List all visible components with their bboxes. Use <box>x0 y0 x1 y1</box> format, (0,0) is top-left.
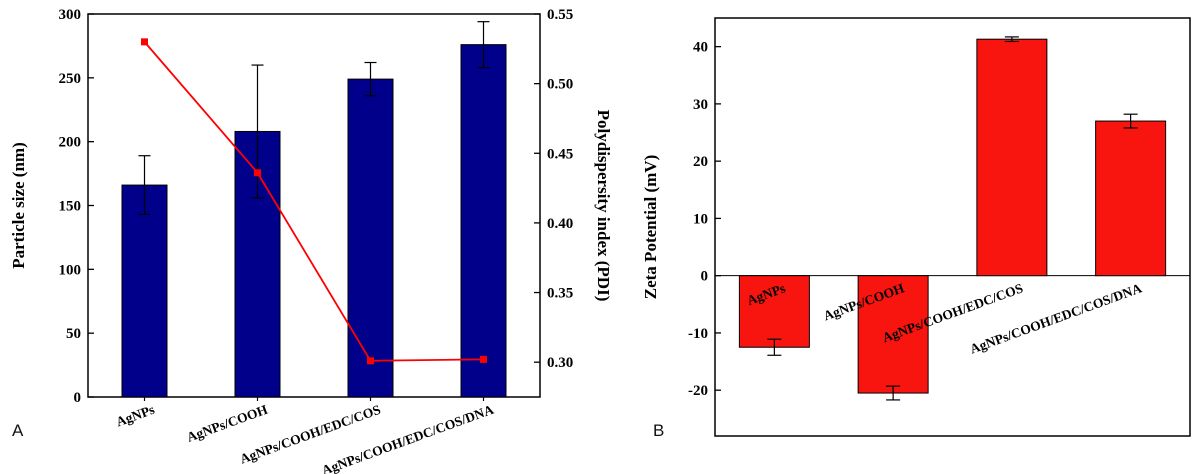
bar-2 <box>347 78 394 398</box>
panel-a-letter: A <box>12 421 24 440</box>
bar-2 <box>976 38 1048 277</box>
category-label: AgNPs <box>114 402 156 430</box>
bar-1 <box>857 275 929 394</box>
left-axis-tick-label: 100 <box>59 262 82 278</box>
left-axis-tick-label: -20 <box>688 383 708 399</box>
category-label: AgNPs/COOH <box>185 402 270 445</box>
pdi-marker <box>254 169 261 177</box>
right-axis-title: Polydispersity index (PDI) <box>594 110 613 302</box>
left-axis-tick-label: 0 <box>701 269 709 285</box>
left-axis-tick-label: -10 <box>688 326 708 342</box>
right-axis-tick-label: 0.50 <box>547 77 573 93</box>
right-axis-tick-label: 0.30 <box>547 355 573 371</box>
left-axis-tick-label: 30 <box>693 97 708 113</box>
right-axis-tick-label: 0.35 <box>547 286 573 302</box>
right-axis-tick-label: 0.40 <box>547 216 573 232</box>
bar-3 <box>460 44 507 398</box>
left-axis-tick-label: 40 <box>693 40 708 56</box>
right-axis-tick-label: 0.55 <box>547 7 573 23</box>
bar-0 <box>121 184 168 398</box>
bar-3 <box>1095 120 1167 277</box>
left-axis-tick-label: 300 <box>59 7 82 23</box>
panel-a-chart: 0 50 100 150 200 250 300 0.30 0.35 0.40 0.45 0.50 0.… <box>9 7 613 474</box>
panel-b-letter: B <box>653 421 665 440</box>
bar-0 <box>738 275 810 348</box>
left-axis-title: Particle size (nm) <box>9 142 28 269</box>
left-axis-tick-label: 150 <box>59 199 82 215</box>
panel-b: -20 -10 0 10 20 30 40 AgNPs AgNPs/COOH AgNPs/COOH… <box>620 0 1200 474</box>
plot-frame <box>714 17 1191 437</box>
left-axis-tick-label: 20 <box>693 154 708 170</box>
left-axis-tick-label: 0 <box>74 390 82 406</box>
left-axis-tick-label: 50 <box>66 326 81 342</box>
pdi-marker <box>367 357 374 365</box>
pdi-marker <box>141 38 148 46</box>
pdi-marker <box>480 355 487 363</box>
left-axis-tick-label: 10 <box>693 211 708 227</box>
right-axis-tick-label: 0.45 <box>547 146 573 162</box>
left-axis-title: Zeta Potential (mV) <box>641 155 660 299</box>
left-axis-tick-label: 200 <box>59 135 82 151</box>
left-axis-tick-label: 250 <box>59 71 82 87</box>
pdi-line <box>143 41 484 362</box>
panel-a: 0 50 100 150 200 250 300 0.30 0.35 0.40 0.45 0.50 0.… <box>9 7 613 474</box>
